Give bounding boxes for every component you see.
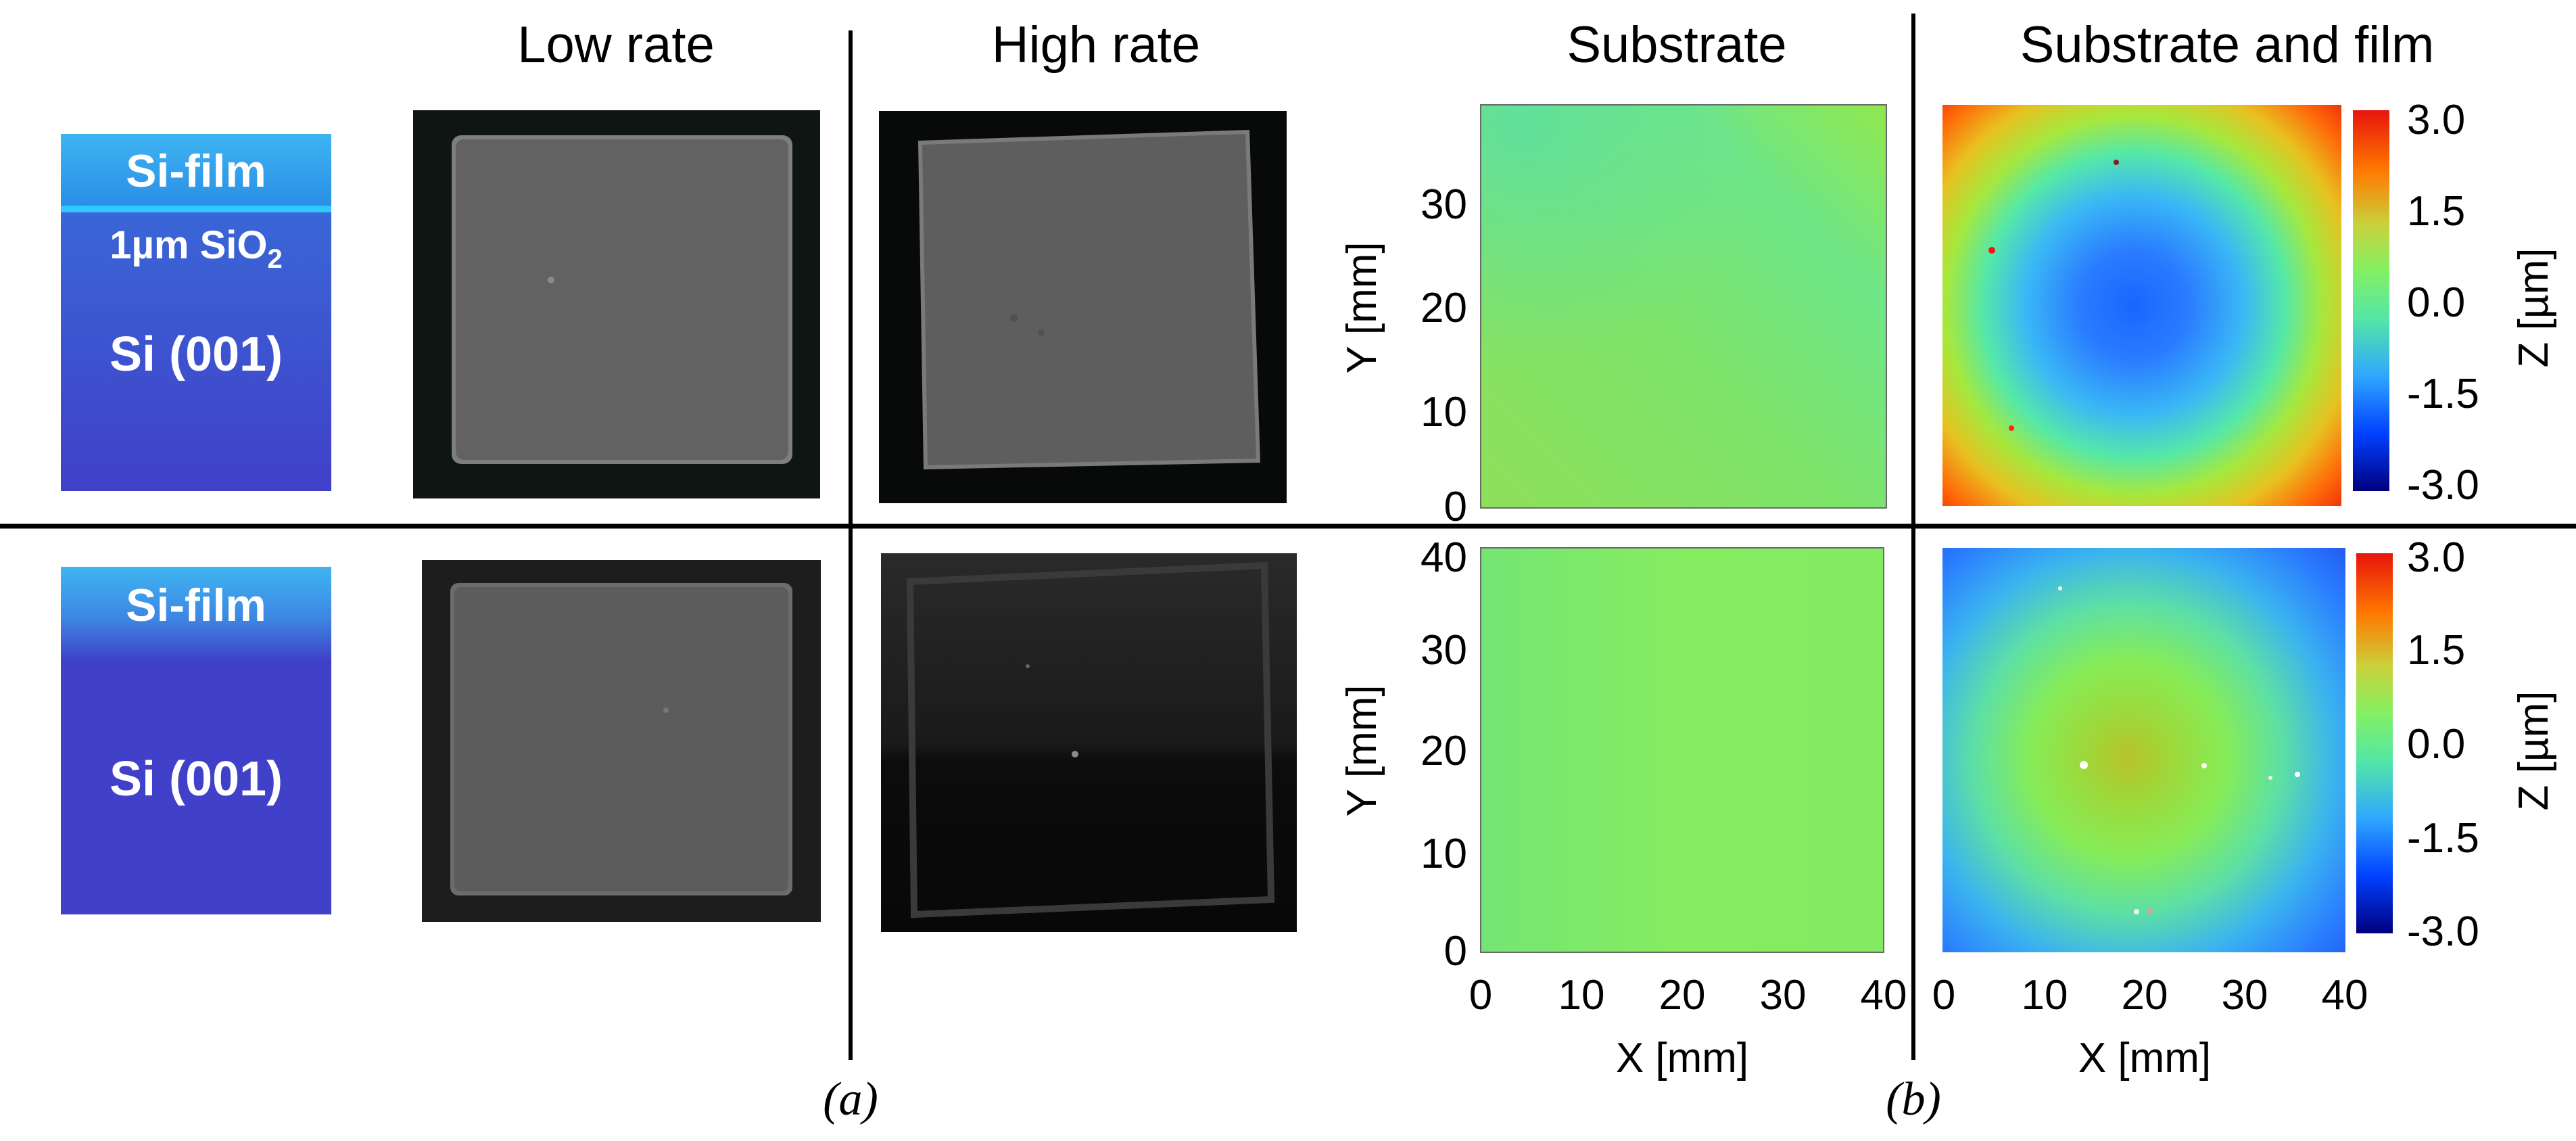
- heatmap-bottom-film-surface: [1942, 548, 2345, 952]
- xaxis-bottom-substrate: 0 10 20 30 40 X [mm]: [1469, 972, 1907, 1081]
- xlabel-bottom-substrate: X [mm]: [1616, 1035, 1748, 1081]
- xtick-sub-30: 30: [1760, 972, 1807, 1019]
- cbar-top-tick-m1-5: -1.5: [2407, 371, 2479, 417]
- ytick-bottom-30: 30: [1421, 627, 1467, 674]
- xtick-film-30: 30: [2222, 972, 2268, 1019]
- panel-label-a: (a): [823, 1073, 878, 1125]
- header-low-rate: Low rate: [517, 16, 715, 74]
- heatmap-bottom-substrate-surface: [1481, 548, 1884, 952]
- schematic-bottom-substrate-label: Si (001): [110, 752, 283, 806]
- xtick-film-40: 40: [2322, 972, 2368, 1019]
- photo-bottom-high-rate: [881, 553, 1297, 932]
- photo-bottom-low-rate: [422, 560, 821, 922]
- schematic-bottom-film-label: Si-film: [126, 580, 266, 631]
- cbar-top-label: Z [µm]: [2510, 248, 2557, 368]
- ytick-top-20: 20: [1421, 285, 1467, 331]
- heatmap-bottom-substrate-and-film: [1942, 548, 2345, 952]
- colorbar-bottom: 3.0 1.5 0.0 -1.5 -3.0 Z [µm]: [2356, 534, 2557, 955]
- cbar-bottom-tick-m1-5: -1.5: [2407, 815, 2479, 862]
- xtick-sub-10: 10: [1558, 972, 1605, 1019]
- schematic-top-film-label: Si-film: [126, 145, 266, 197]
- xtick-film-20: 20: [2122, 972, 2168, 1019]
- ytick-bottom-10: 10: [1421, 831, 1467, 877]
- heatmap-top-substrate-and-film: [1942, 105, 2341, 506]
- yaxis-top-substrate: 30 20 10 0 Y [mm]: [1339, 181, 1467, 530]
- header-high-rate: High rate: [992, 16, 1200, 74]
- ytick-bottom-40: 40: [1421, 534, 1467, 581]
- cbar-bottom-tick-3: 3.0: [2407, 534, 2465, 581]
- schematic-top: Si-film 1µm SiO2 Si (001): [61, 134, 331, 491]
- ytick-top-10: 10: [1421, 389, 1467, 436]
- cbar-bottom-tick-0: 0.0: [2407, 721, 2465, 768]
- xlabel-bottom-film: X [mm]: [2078, 1035, 2211, 1081]
- cbar-bottom-tick-m3: -3.0: [2407, 908, 2479, 955]
- xtick-sub-0: 0: [1469, 972, 1492, 1019]
- photo-top-low-rate: [413, 110, 820, 498]
- ylabel-bottom: Y [mm]: [1339, 684, 1385, 816]
- cbar-bottom-label: Z [µm]: [2510, 691, 2557, 811]
- cbar-bottom-tick-1-5: 1.5: [2407, 627, 2465, 674]
- xtick-sub-20: 20: [1659, 972, 1706, 1019]
- colorbar-top: 3.0 1.5 0.0 -1.5 -3.0 Z [µm]: [2353, 97, 2557, 509]
- xaxis-bottom-film: 0 10 20 30 40 X [mm]: [1932, 972, 2368, 1081]
- heatmap-top-substrate: [1480, 104, 1887, 509]
- photo-top-high-rate: [879, 111, 1287, 503]
- header-substrate: Substrate: [1567, 16, 1786, 74]
- schematic-top-film-layer: [61, 134, 331, 206]
- schematic-top-oxide-text: 1µm SiO: [110, 223, 267, 267]
- cbar-top-tick-1-5: 1.5: [2407, 188, 2465, 235]
- cbar-top-tick-3: 3.0: [2407, 97, 2465, 143]
- schematic-top-substrate-label: Si (001): [110, 327, 283, 381]
- xtick-film-10: 10: [2022, 972, 2068, 1019]
- panel-label-b: (b): [1886, 1073, 1941, 1125]
- header-substrate-and-film: Substrate and film: [2020, 16, 2435, 74]
- ylabel-top: Y [mm]: [1339, 241, 1385, 373]
- schematic-bottom-film-layer: [61, 567, 331, 661]
- schematic-top-oxide-subscript: 2: [268, 244, 283, 274]
- xtick-film-0: 0: [1932, 972, 1955, 1019]
- schematic-top-oxide-label: 1µm SiO2: [110, 223, 283, 274]
- ytick-bottom-20: 20: [1421, 728, 1467, 774]
- schematic-bottom-substrate-layer: [61, 661, 331, 914]
- heatmap-top-film-surface: [1942, 105, 2341, 506]
- ytick-top-0: 0: [1444, 484, 1467, 530]
- colorbar-top-bar: [2353, 110, 2389, 491]
- cbar-top-tick-m3: -3.0: [2407, 462, 2479, 509]
- heatmap-bottom-substrate: [1480, 547, 1884, 953]
- schematic-bottom: Si-film Si (001): [61, 567, 331, 914]
- ytick-top-30: 30: [1421, 181, 1467, 228]
- schematic-top-substrate-layer: [61, 212, 331, 491]
- schematic-top-interface-line: [61, 206, 331, 212]
- cbar-top-tick-0: 0.0: [2407, 279, 2465, 326]
- xtick-sub-40: 40: [1861, 972, 1907, 1019]
- ytick-bottom-0: 0: [1444, 928, 1467, 975]
- yaxis-bottom-substrate: 40 30 20 10 0 Y [mm]: [1339, 534, 1467, 975]
- colorbar-bottom-bar: [2356, 553, 2393, 933]
